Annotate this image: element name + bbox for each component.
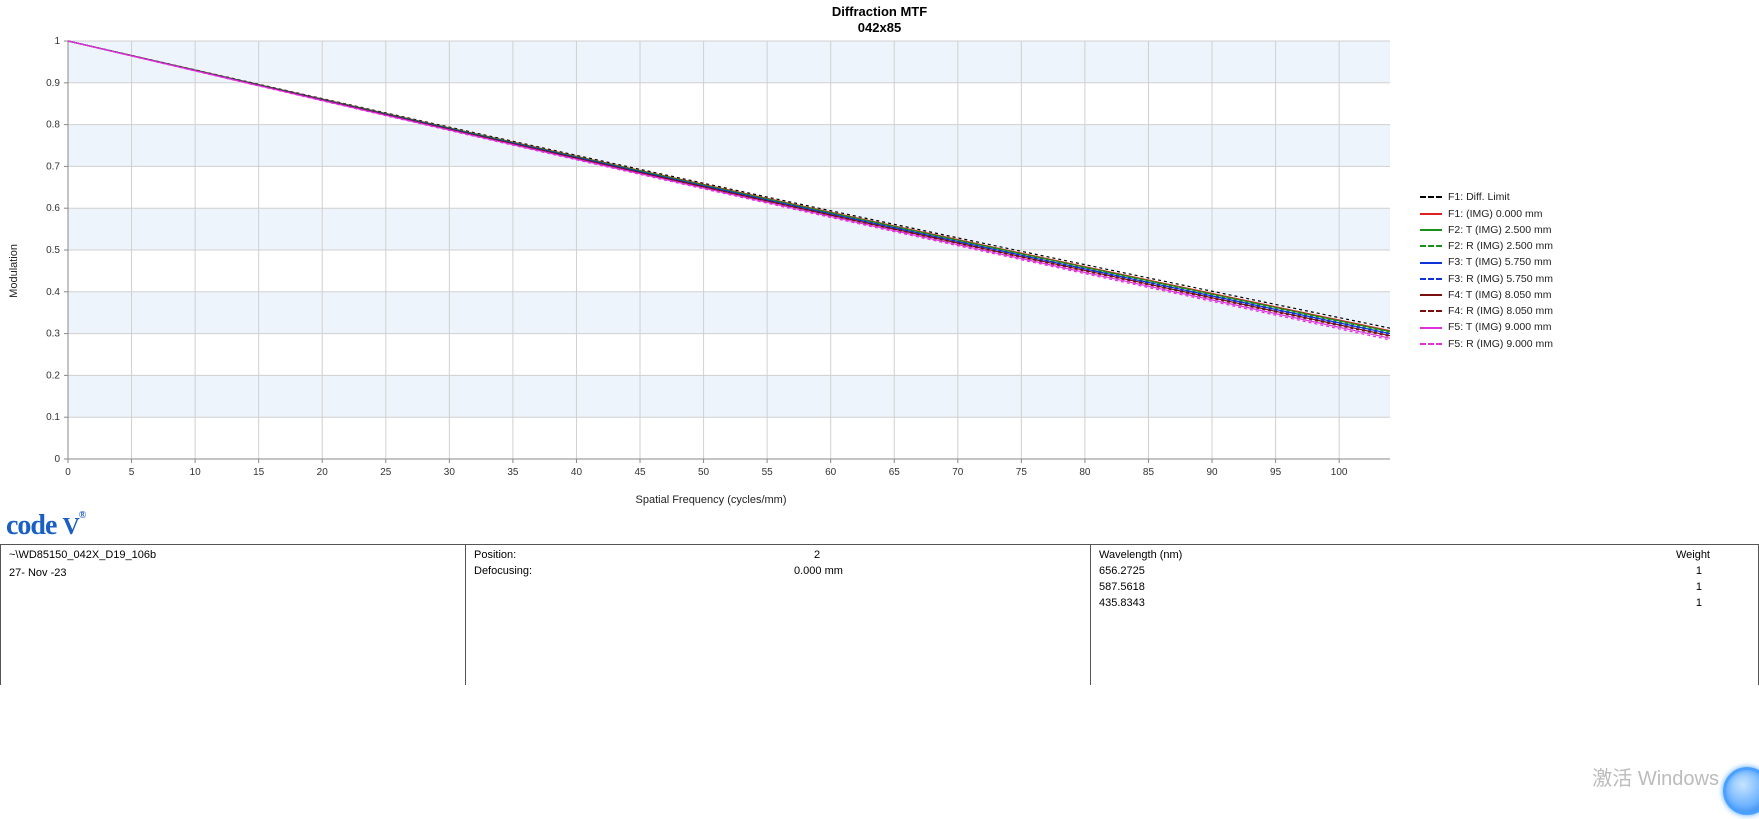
info-col-file: ~\WD85150_042X_D19_106b 27- Nov -23 — [0, 545, 465, 685]
position-value: 2 — [614, 549, 1082, 561]
svg-text:100: 100 — [1331, 467, 1348, 478]
svg-text:0.1: 0.1 — [46, 412, 60, 423]
svg-text:0: 0 — [54, 454, 60, 465]
file-date: 27- Nov -23 — [9, 567, 457, 579]
legend-item: F4: T (IMG) 8.050 mm — [1420, 287, 1553, 303]
svg-text:0: 0 — [65, 467, 71, 478]
wavelength-header: Wavelength (nm) — [1099, 549, 1359, 561]
svg-text:0.8: 0.8 — [46, 120, 60, 131]
svg-text:75: 75 — [1016, 467, 1028, 478]
legend-label: F5: R (IMG) 9.000 mm — [1448, 336, 1553, 352]
legend-swatch — [1420, 245, 1442, 247]
legend-label: F3: R (IMG) 5.750 mm — [1448, 271, 1553, 287]
legend-label: F4: R (IMG) 8.050 mm — [1448, 303, 1553, 319]
chart-row: Modulation 0 0.1 0.2 0.3 0.4 0.5 0.6 0.7 0.8 0.9 1… — [0, 35, 1759, 506]
legend-swatch — [1420, 327, 1442, 329]
defocus-label: Defocusing: — [474, 565, 614, 577]
legend-item: F5: T (IMG) 9.000 mm — [1420, 319, 1553, 335]
wavelength-value: 587.5618 — [1099, 581, 1359, 593]
legend-swatch — [1420, 213, 1442, 215]
plot-area: 00.10.20.30.40.50.60.70.80.9105101520253… — [26, 35, 1396, 506]
legend-label: F1: (IMG) 0.000 mm — [1448, 206, 1543, 222]
chart-title: Diffraction MTF 042x85 — [0, 0, 1759, 35]
legend-item: F1: Diff. Limit — [1420, 189, 1553, 205]
svg-text:40: 40 — [571, 467, 583, 478]
svg-text:5: 5 — [129, 467, 135, 478]
svg-text:30: 30 — [444, 467, 456, 478]
legend-swatch — [1420, 310, 1442, 312]
legend-swatch — [1420, 196, 1442, 198]
legend-swatch — [1420, 229, 1442, 231]
y-axis-label: Modulation — [8, 244, 26, 298]
svg-text:45: 45 — [634, 467, 646, 478]
windows-watermark: 激活 Windows — [1592, 762, 1719, 791]
info-bar: ~\WD85150_042X_D19_106b 27- Nov -23 Posi… — [0, 544, 1759, 685]
legend-item: F3: T (IMG) 5.750 mm — [1420, 254, 1553, 270]
svg-text:85: 85 — [1143, 467, 1155, 478]
svg-text:60: 60 — [825, 467, 837, 478]
svg-text:0.4: 0.4 — [46, 287, 60, 298]
weight-value: 1 — [1359, 565, 1750, 577]
mtf-chart-svg: 00.10.20.30.40.50.60.70.80.9105101520253… — [26, 35, 1396, 485]
svg-text:80: 80 — [1079, 467, 1091, 478]
svg-text:0.6: 0.6 — [46, 203, 60, 214]
legend-swatch — [1420, 278, 1442, 280]
legend-label: F2: T (IMG) 2.500 mm — [1448, 222, 1551, 238]
wavelength-row: 656.27251 — [1099, 565, 1750, 577]
wavelength-row: 435.83431 — [1099, 597, 1750, 609]
svg-text:1: 1 — [54, 36, 60, 47]
svg-text:55: 55 — [762, 467, 774, 478]
svg-text:25: 25 — [380, 467, 392, 478]
legend-item: F2: R (IMG) 2.500 mm — [1420, 238, 1553, 254]
svg-text:0.9: 0.9 — [46, 78, 60, 89]
legend-swatch — [1420, 262, 1442, 264]
legend-label: F5: T (IMG) 9.000 mm — [1448, 319, 1551, 335]
svg-text:65: 65 — [889, 467, 901, 478]
svg-text:70: 70 — [952, 467, 964, 478]
legend-item: F4: R (IMG) 8.050 mm — [1420, 303, 1553, 319]
legend-label: F3: T (IMG) 5.750 mm — [1448, 254, 1551, 270]
x-axis-label: Spatial Frequency (cycles/mm) — [26, 494, 1396, 506]
svg-text:90: 90 — [1206, 467, 1218, 478]
title-line-2: 042x85 — [0, 20, 1759, 36]
info-col-position: Position: 2 Defocusing: 0.000 mm — [465, 545, 1090, 685]
svg-text:50: 50 — [698, 467, 710, 478]
legend-item: F2: T (IMG) 2.500 mm — [1420, 222, 1553, 238]
legend-label: F1: Diff. Limit — [1448, 189, 1510, 205]
info-col-wavelength: Wavelength (nm) Weight 656.27251587.5618… — [1090, 545, 1759, 685]
svg-text:20: 20 — [317, 467, 329, 478]
wavelength-value: 656.2725 — [1099, 565, 1359, 577]
legend-label: F4: T (IMG) 8.050 mm — [1448, 287, 1551, 303]
defocus-value: 0.000 mm — [614, 565, 1082, 577]
svg-text:0.2: 0.2 — [46, 371, 60, 382]
legend: F1: Diff. LimitF1: (IMG) 0.000 mmF2: T (… — [1396, 189, 1553, 352]
svg-text:35: 35 — [507, 467, 519, 478]
wavelength-value: 435.8343 — [1099, 597, 1359, 609]
legend-swatch — [1420, 294, 1442, 296]
weight-header: Weight — [1359, 549, 1750, 561]
svg-text:0.7: 0.7 — [46, 162, 60, 173]
title-line-1: Diffraction MTF — [0, 4, 1759, 20]
codev-logo: code V® — [0, 506, 91, 544]
position-label: Position: — [474, 549, 614, 561]
weight-value: 1 — [1359, 581, 1750, 593]
legend-swatch — [1420, 343, 1442, 345]
legend-item: F3: R (IMG) 5.750 mm — [1420, 271, 1553, 287]
cortana-icon — [1723, 767, 1759, 815]
file-path: ~\WD85150_042X_D19_106b — [9, 549, 457, 561]
svg-text:0.3: 0.3 — [46, 329, 60, 340]
svg-text:10: 10 — [190, 467, 202, 478]
svg-text:95: 95 — [1270, 467, 1282, 478]
svg-text:0.5: 0.5 — [46, 245, 60, 256]
weight-value: 1 — [1359, 597, 1750, 609]
legend-label: F2: R (IMG) 2.500 mm — [1448, 238, 1553, 254]
legend-item: F5: R (IMG) 9.000 mm — [1420, 336, 1553, 352]
svg-text:15: 15 — [253, 467, 265, 478]
wavelength-row: 587.56181 — [1099, 581, 1750, 593]
legend-item: F1: (IMG) 0.000 mm — [1420, 206, 1553, 222]
